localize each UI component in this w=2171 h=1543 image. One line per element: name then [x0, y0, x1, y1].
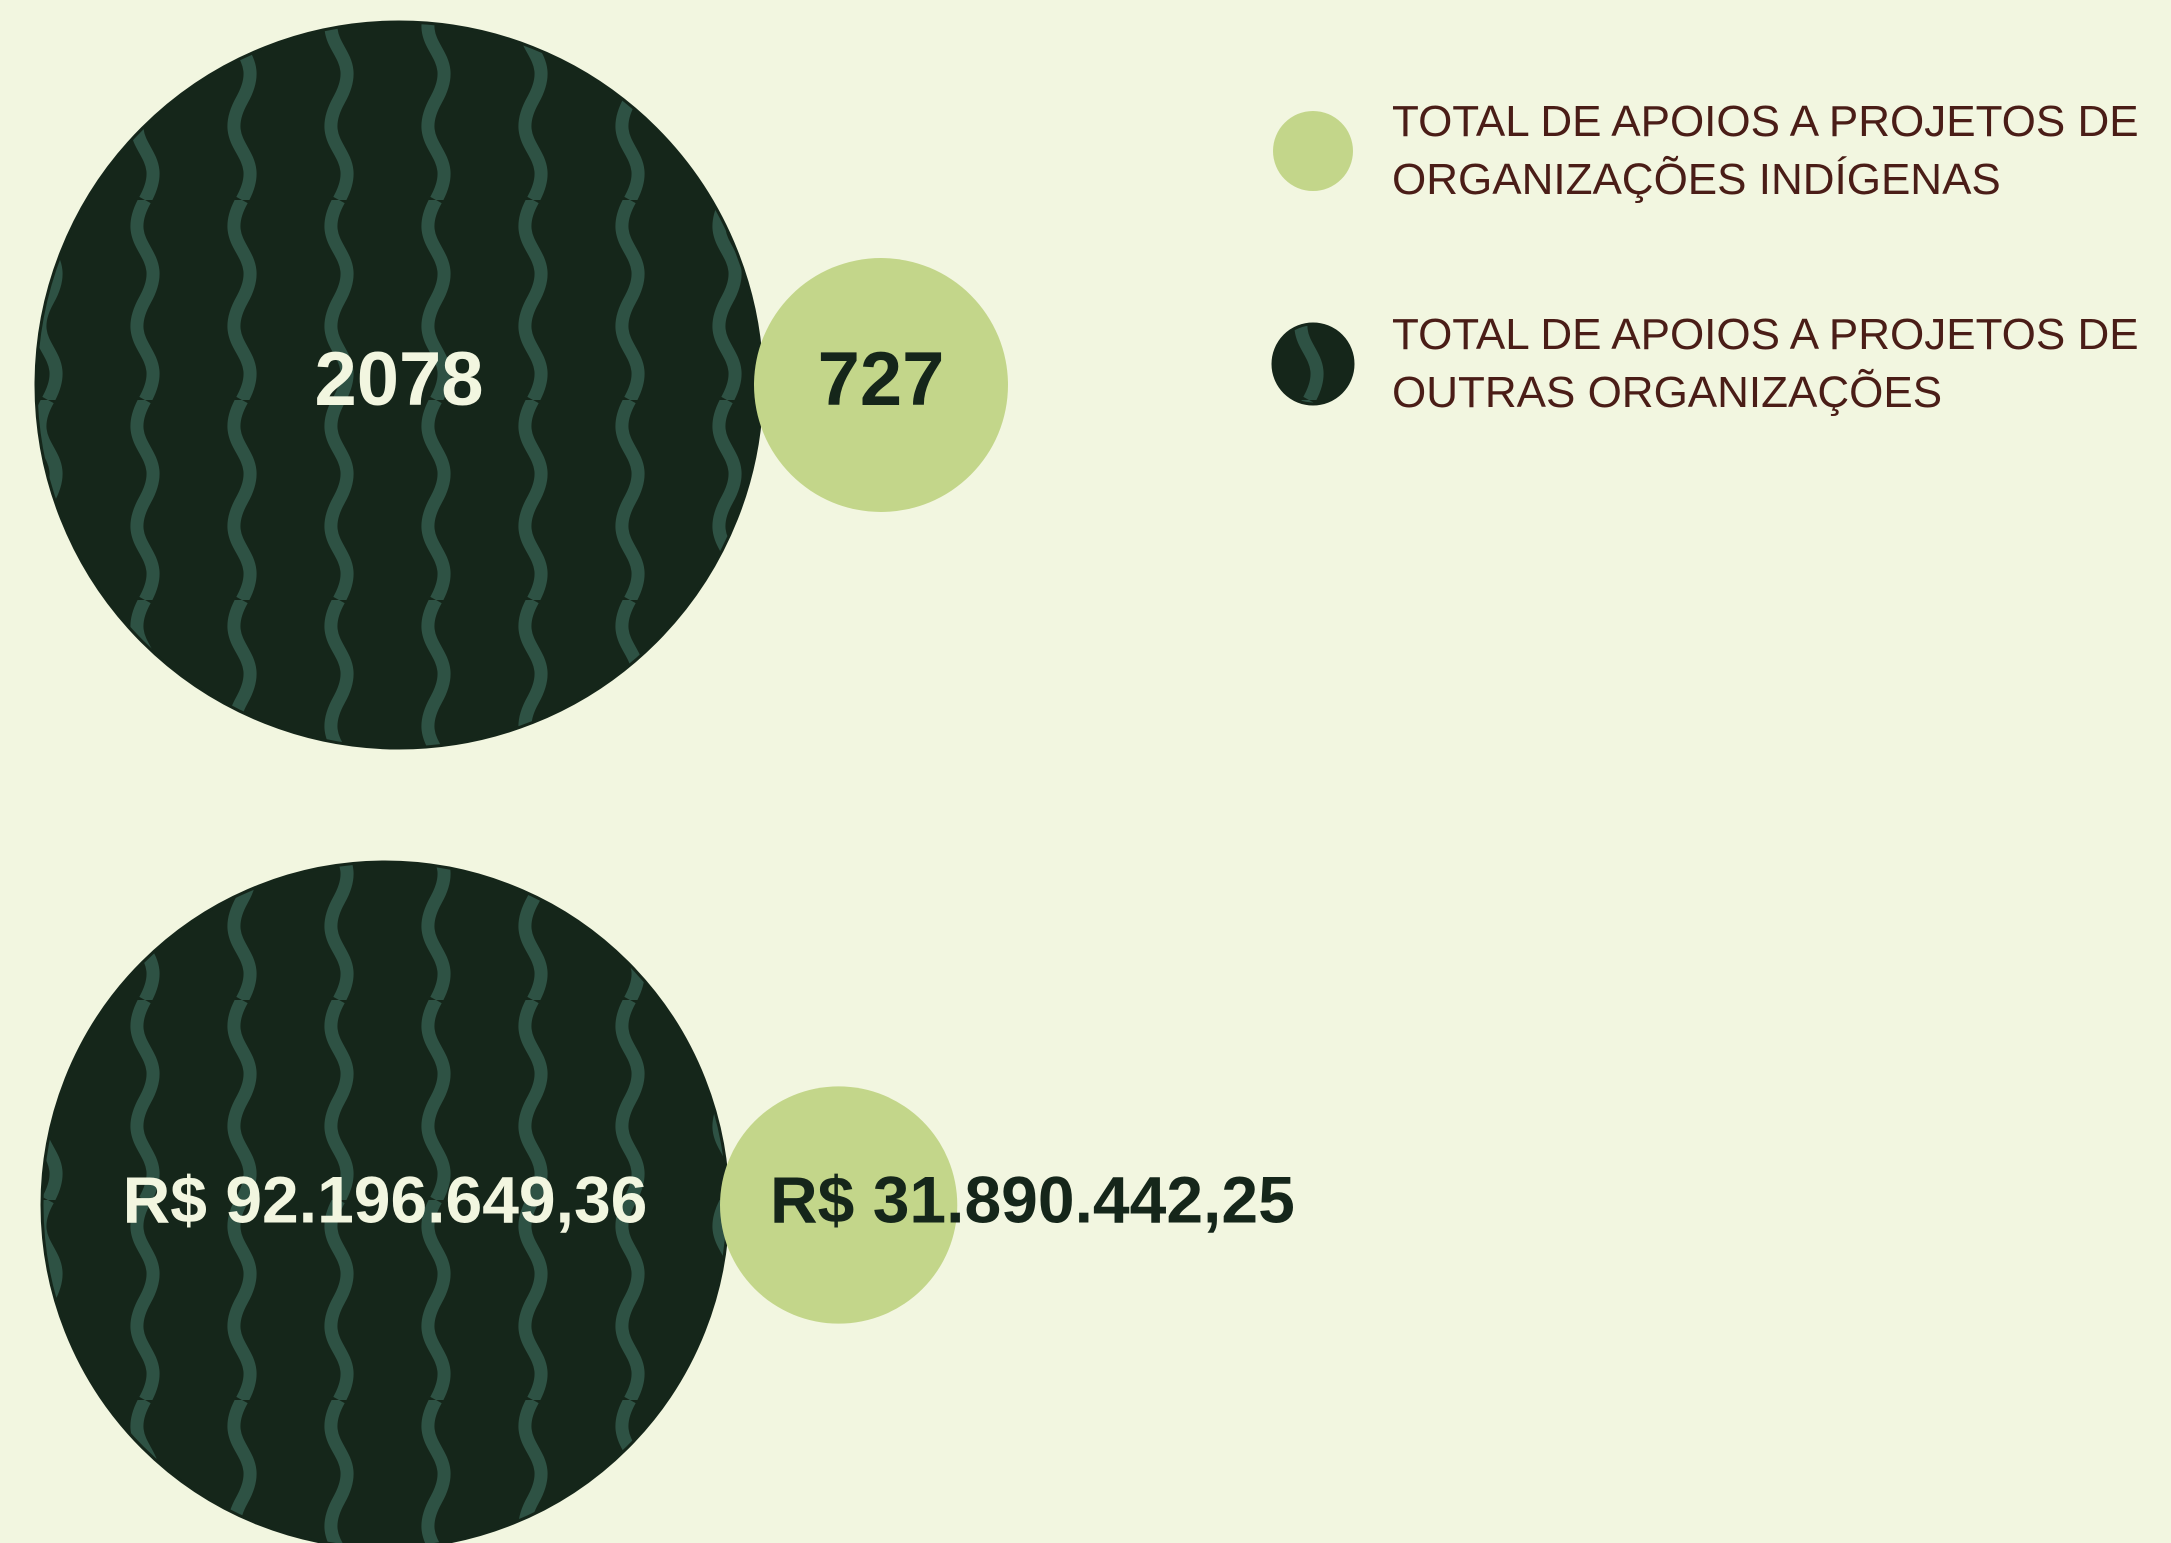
- value-label: R$ 92.196.649,36: [123, 1162, 648, 1236]
- value-label: 2078: [314, 337, 483, 422]
- infographic: 2078727R$ 92.196.649,36R$ 31.890.442,25 …: [0, 0, 2171, 1543]
- legend-marker: [1273, 324, 1353, 404]
- chart: 2078 727 R$ 92.196.649,36 R$ 31.890.442,25: [0, 0, 2171, 1543]
- value-label: 727: [818, 337, 945, 422]
- legend-label: TOTAL DE APOIOS A PROJETOS DE ORGANIZAÇÕ…: [1392, 93, 2162, 209]
- legend-marker: [1273, 111, 1353, 191]
- legend-label: TOTAL DE APOIOS A PROJETOS DE OUTRAS ORG…: [1392, 306, 2162, 422]
- value-label: R$ 31.890.442,25: [770, 1162, 1295, 1236]
